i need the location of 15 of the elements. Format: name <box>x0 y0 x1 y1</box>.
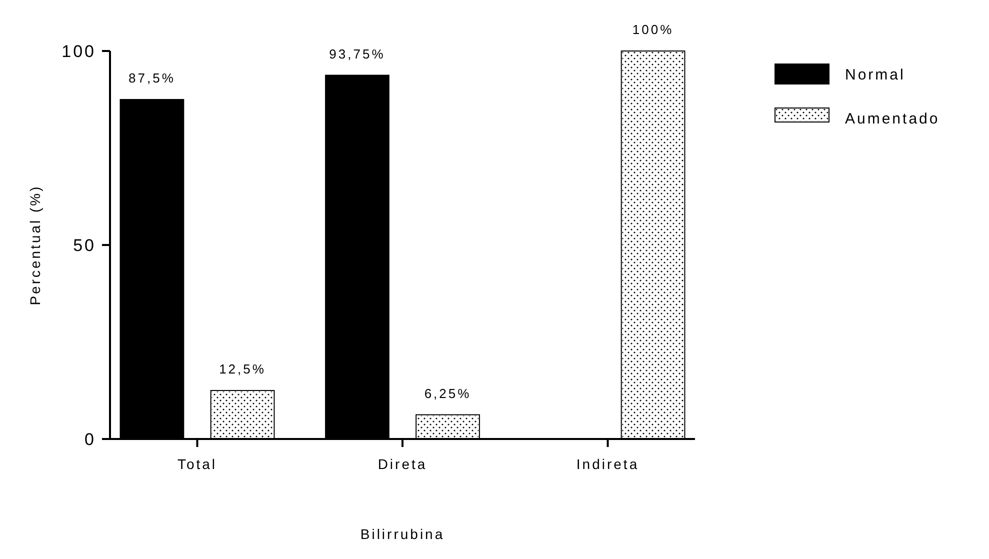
x-tick-label: Total <box>177 456 218 472</box>
y-tick-label: 0 <box>84 430 96 449</box>
x-tick-label: Indireta <box>576 456 640 472</box>
x-tick-label: Direta <box>378 456 428 472</box>
legend-label: Aumentado <box>845 110 940 128</box>
y-tick-label: 50 <box>73 236 96 255</box>
data-label: 6,25% <box>424 386 472 401</box>
legend-label: Normal <box>845 66 906 84</box>
y-axis-title: Percentual (%) <box>27 184 43 306</box>
y-tick-label: 100 <box>62 42 96 61</box>
data-label: 12,5% <box>219 362 266 376</box>
data-label: 87,5% <box>128 70 176 86</box>
data-label: 93,75% <box>329 46 386 62</box>
data-label: 100% <box>632 22 674 37</box>
x-axis-title: Bilirrubina <box>360 526 445 542</box>
